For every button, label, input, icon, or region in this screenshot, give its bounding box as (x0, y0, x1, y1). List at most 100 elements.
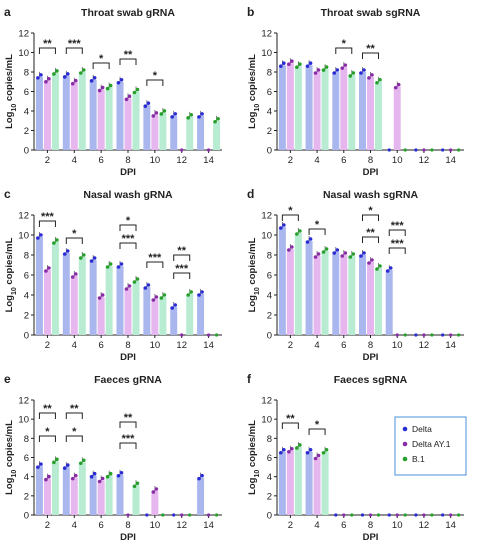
significance-bracket (65, 435, 83, 442)
panel-b: b Throat swab sgRNA 0 2 4 6 8 10 12 Log10 copies/… (247, 5, 464, 178)
bar (170, 307, 178, 335)
bar (116, 266, 124, 335)
data-point (73, 272, 78, 276)
significance-label: * (72, 228, 77, 240)
x-tick-label: 12 (419, 155, 430, 166)
data-point (367, 261, 371, 265)
data-point (279, 450, 283, 455)
data-point (403, 513, 407, 517)
x-tick-label: 2 (288, 340, 293, 351)
y-tick-label: 2 (24, 126, 29, 137)
data-point (214, 333, 219, 337)
data-point (132, 280, 137, 284)
bar (70, 276, 78, 335)
data-point (124, 287, 129, 291)
data-point (362, 251, 366, 255)
significance-bracket (388, 229, 406, 236)
panel-title: Nasal wash gRNA (83, 189, 173, 201)
data-point (332, 251, 337, 255)
data-point (214, 513, 219, 517)
data-point (62, 75, 67, 79)
significance-label: * (342, 38, 347, 50)
data-point (378, 77, 382, 82)
data-point (340, 66, 345, 70)
significance-label: ** (124, 49, 133, 61)
data-point (332, 71, 337, 75)
significance-bracket (65, 47, 83, 54)
x-tick-label: 12 (419, 520, 430, 531)
data-point (414, 333, 418, 337)
y-tick-label: 8 (267, 251, 272, 262)
significance-bracket (308, 228, 326, 235)
data-point (430, 513, 434, 517)
significance-label: ** (43, 38, 52, 50)
x-axis-label: DPI (120, 532, 136, 543)
data-point (65, 463, 70, 467)
significance-label: *** (122, 233, 136, 245)
data-point (321, 450, 326, 455)
data-point (116, 80, 121, 85)
significance-bracket (146, 261, 164, 268)
data-point (161, 513, 165, 517)
significance-label: ** (366, 43, 375, 55)
bar (385, 270, 393, 335)
data-point (287, 449, 291, 454)
data-point (44, 269, 48, 273)
data-point (298, 62, 302, 66)
significance-bracket (65, 237, 83, 244)
data-point (376, 513, 381, 517)
data-point (126, 513, 130, 517)
bar (278, 227, 286, 335)
bar (105, 87, 113, 150)
data-point (127, 94, 132, 99)
bar (375, 268, 382, 335)
bar (197, 477, 205, 515)
x-axis-label: DPI (363, 352, 379, 363)
data-point (36, 465, 40, 469)
bar (305, 65, 313, 150)
bar (340, 255, 348, 335)
data-point (295, 65, 299, 69)
data-point (348, 255, 353, 259)
x-tick-label: 12 (176, 340, 187, 351)
legend-box (394, 416, 467, 476)
data-point (78, 461, 83, 466)
significance-bracket (38, 435, 56, 442)
x-tick-label: 10 (392, 155, 403, 166)
data-point (213, 119, 217, 124)
data-point (200, 290, 204, 294)
x-tick-label: 6 (341, 520, 346, 531)
panel-f: f Faeces sgRNA 0 2 4 6 8 10 12 Log10 copies/mL DPI… (247, 372, 464, 543)
panel-title: Throat swab sgRNA (321, 7, 421, 19)
data-point (36, 76, 40, 80)
data-point (143, 286, 148, 290)
data-point (197, 476, 201, 481)
data-point (335, 248, 340, 252)
data-point (62, 466, 67, 470)
data-point (180, 333, 184, 337)
bar (97, 297, 105, 335)
significance-bracket (308, 428, 326, 435)
bar (105, 266, 113, 335)
panel-a: a Throat swab gRNA 0 2 4 6 8 10 12 Log10 copies/m… (4, 5, 222, 178)
y-tick-label: 4 (24, 472, 29, 483)
bar (286, 63, 294, 150)
data-point (316, 252, 321, 256)
data-point (197, 293, 201, 297)
data-point (316, 453, 321, 458)
bar (313, 457, 321, 515)
panel-letter: e (4, 372, 11, 386)
data-point (39, 73, 43, 77)
bar (70, 82, 78, 150)
y-axis-label: Log10 copies/mL (247, 420, 261, 495)
bar (321, 451, 329, 515)
bar (143, 287, 151, 335)
significance-label: * (368, 205, 373, 217)
x-tick-label: 14 (203, 520, 214, 531)
x-tick-label: 8 (368, 340, 373, 351)
y-tick-label: 0 (24, 511, 29, 522)
data-point (62, 252, 67, 256)
data-point (70, 476, 75, 481)
x-tick-label: 10 (392, 520, 403, 531)
bar (62, 467, 70, 515)
